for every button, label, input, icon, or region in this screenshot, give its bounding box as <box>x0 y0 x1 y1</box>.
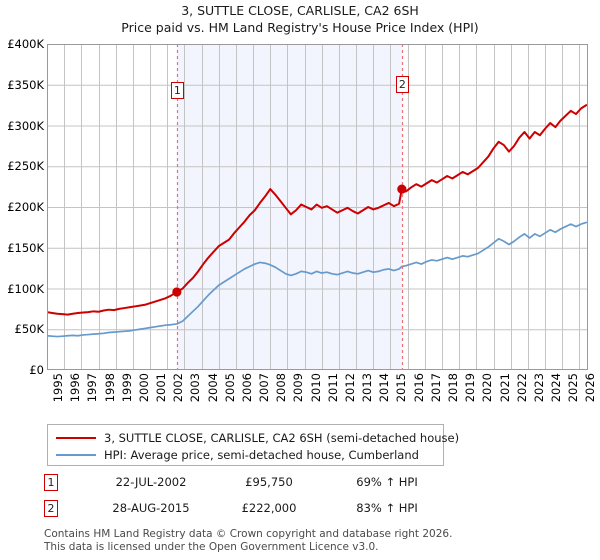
transaction-index-2: 2 <box>44 500 58 517</box>
transaction-hpi-delta-2: 83% ↑ HPI <box>356 501 418 515</box>
transaction-index-1: 1 <box>44 474 58 491</box>
chart-title-block: 3, SUTTLE CLOSE, CARLISLE, CA2 6SH Price… <box>0 2 600 36</box>
x-axis-tick-label: 2014 <box>377 373 392 403</box>
x-axis-tick-label: 2026 <box>583 373 598 403</box>
table-row[interactable]: 2 28-AUG-2015 £222,000 83% ↑ HPI <box>44 498 464 524</box>
footer-line-2: This data is licensed under the Open Gov… <box>44 540 379 553</box>
x-axis-tick-label: 2024 <box>549 373 564 403</box>
y-axis-tick-label: £250K <box>7 159 44 174</box>
chart-legend: 3, SUTTLE CLOSE, CARLISLE, CA2 6SH (semi… <box>47 424 459 466</box>
y-axis-tick-label: £50K <box>14 322 45 337</box>
x-axis-tick-label: 2016 <box>411 373 426 403</box>
footer-attribution: Contains HM Land Registry data © Crown c… <box>44 528 584 553</box>
x-axis-tick-label: 2019 <box>463 373 478 403</box>
legend-label-property: 3, SUTTLE CLOSE, CARLISLE, CA2 6SH (semi… <box>104 431 460 445</box>
x-axis-tick-label: 1998 <box>102 373 117 403</box>
x-axis-tick-label: 2025 <box>566 373 581 403</box>
x-axis-tick-label: 2023 <box>531 373 546 403</box>
transaction-hpi-delta-1: 69% ↑ HPI <box>356 475 418 489</box>
x-axis-tick-label: 2005 <box>222 373 237 403</box>
x-axis-tick-label: 2017 <box>428 373 443 403</box>
footer-line-1: Contains HM Land Registry data © Crown c… <box>44 528 453 540</box>
legend-color-swatch-property <box>56 437 96 439</box>
x-axis-tick-label: 2002 <box>171 373 186 403</box>
event-marker-1[interactable]: 1 <box>170 82 184 99</box>
y-axis-tick-label: £200K <box>7 200 44 214</box>
y-axis-labels: £0 £50K £100K £150K £200K £250K £300K £350K £400… <box>0 37 45 377</box>
x-axis-tick-label: 2015 <box>394 373 409 403</box>
y-axis-tick-label: £100K <box>7 281 44 296</box>
chart-canvas <box>47 44 588 370</box>
legend-color-swatch-hpi <box>56 454 96 456</box>
y-axis-tick-label: £400K <box>7 37 44 51</box>
x-axis-tick-label: 2018 <box>446 373 461 403</box>
y-axis-tick-label: £150K <box>7 240 44 255</box>
x-axis-tick-label: 2008 <box>274 373 289 403</box>
x-axis-tick-label: 2006 <box>239 373 254 403</box>
y-axis-tick-label: £300K <box>7 118 44 133</box>
x-axis-tick-label: 1999 <box>119 373 134 403</box>
y-axis-tick-label: £350K <box>7 77 44 92</box>
x-axis-tick-label: 2010 <box>308 373 323 403</box>
x-axis-tick-label: 2011 <box>325 373 340 403</box>
x-axis-tick-label: 2021 <box>497 373 512 403</box>
x-axis-tick-label: 2012 <box>342 373 357 403</box>
x-axis-tick-label: 1996 <box>68 373 83 403</box>
transactions-table: 1 22-JUL-2002 £95,750 69% ↑ HPI 2 28-AUG… <box>44 472 464 524</box>
y-axis-tick-label: £0 <box>29 363 44 377</box>
x-axis-labels: 1995 1996 1997 1998 1999 2000 2001 2002 2003 2004… <box>47 373 597 419</box>
page-title: 3, SUTTLE CLOSE, CARLISLE, CA2 6SH <box>181 3 419 18</box>
page-subtitle: Price paid vs. HM Land Registry's House … <box>121 20 479 35</box>
legend-label-hpi: HPI: Average price, semi-detached house,… <box>104 448 419 462</box>
legend-item-property[interactable]: 3, SUTTLE CLOSE, CARLISLE, CA2 6SH (semi… <box>56 430 459 446</box>
x-axis-tick-label: 2009 <box>291 373 306 403</box>
x-axis-tick-label: 2000 <box>136 373 151 403</box>
table-row[interactable]: 1 22-JUL-2002 £95,750 69% ↑ HPI <box>44 472 464 498</box>
x-axis-tick-label: 2001 <box>154 373 169 403</box>
x-axis-tick-label: 1995 <box>51 373 65 403</box>
x-axis-tick-label: 2022 <box>514 373 529 403</box>
legend-item-hpi[interactable]: HPI: Average price, semi-detached house,… <box>56 447 443 463</box>
transaction-date-2: 28-AUG-2015 <box>112 501 190 515</box>
transaction-price-1: £95,750 <box>245 475 293 489</box>
x-axis-tick-label: 2020 <box>480 373 495 403</box>
event-marker-2[interactable]: 2 <box>395 76 409 93</box>
x-axis-tick-label: 1997 <box>85 373 100 403</box>
transaction-price-2: £222,000 <box>241 501 297 515</box>
x-axis-tick-label: 2003 <box>188 373 203 403</box>
plot-area: 1 2 <box>47 44 588 370</box>
x-axis-tick-label: 2004 <box>205 373 220 403</box>
x-axis-tick-label: 2013 <box>360 373 375 403</box>
transaction-date-1: 22-JUL-2002 <box>115 475 187 489</box>
x-axis-tick-label: 2007 <box>257 373 272 403</box>
